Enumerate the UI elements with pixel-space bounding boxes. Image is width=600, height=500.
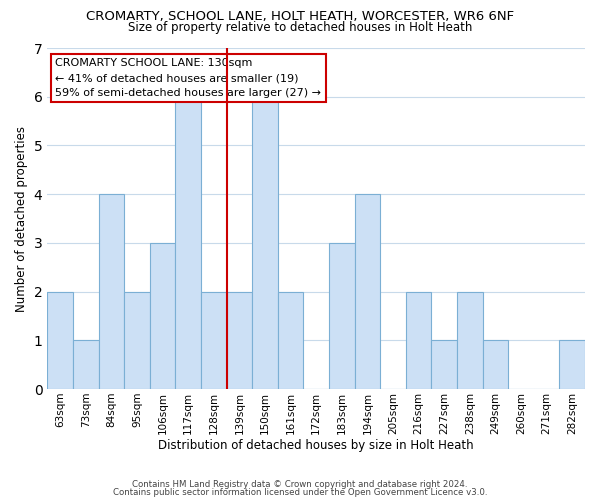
Bar — [431, 340, 457, 389]
Bar — [98, 194, 124, 389]
Text: CROMARTY SCHOOL LANE: 130sqm
← 41% of detached houses are smaller (19)
59% of se: CROMARTY SCHOOL LANE: 130sqm ← 41% of de… — [55, 58, 322, 98]
X-axis label: Distribution of detached houses by size in Holt Heath: Distribution of detached houses by size … — [158, 440, 474, 452]
Y-axis label: Number of detached properties: Number of detached properties — [15, 126, 28, 312]
Bar — [150, 243, 175, 389]
Bar — [329, 243, 355, 389]
Bar — [278, 292, 304, 389]
Bar — [559, 340, 585, 389]
Bar — [355, 194, 380, 389]
Text: Size of property relative to detached houses in Holt Heath: Size of property relative to detached ho… — [128, 21, 472, 34]
Bar — [227, 292, 252, 389]
Bar — [252, 96, 278, 389]
Bar — [175, 96, 201, 389]
Bar — [124, 292, 150, 389]
Bar — [201, 292, 227, 389]
Bar — [47, 292, 73, 389]
Text: Contains public sector information licensed under the Open Government Licence v3: Contains public sector information licen… — [113, 488, 487, 497]
Bar — [457, 292, 482, 389]
Bar — [406, 292, 431, 389]
Bar — [73, 340, 98, 389]
Text: CROMARTY, SCHOOL LANE, HOLT HEATH, WORCESTER, WR6 6NF: CROMARTY, SCHOOL LANE, HOLT HEATH, WORCE… — [86, 10, 514, 23]
Bar — [482, 340, 508, 389]
Text: Contains HM Land Registry data © Crown copyright and database right 2024.: Contains HM Land Registry data © Crown c… — [132, 480, 468, 489]
